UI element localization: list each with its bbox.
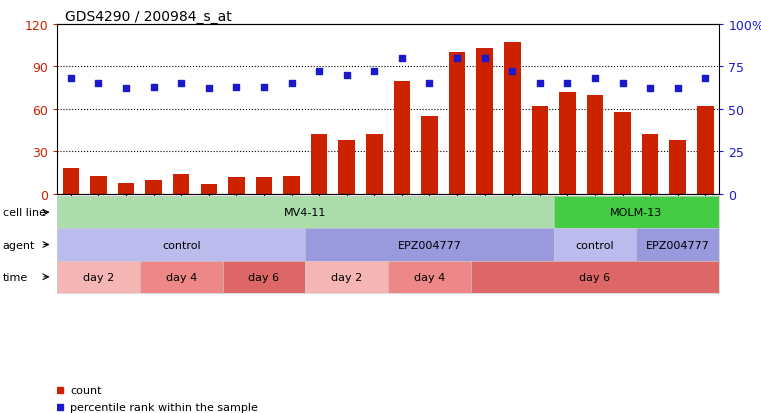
Text: day 2: day 2 [83,272,114,282]
Text: day 6: day 6 [579,272,610,282]
Text: EPZ004777: EPZ004777 [646,240,710,250]
Point [672,86,684,93]
Bar [283,176,300,195]
Point [533,81,546,88]
Bar [531,107,548,195]
Text: MV4-11: MV4-11 [284,208,326,218]
Text: day 6: day 6 [248,272,279,282]
Bar [504,43,521,195]
Bar [366,135,383,195]
Point [148,84,160,91]
Point [589,76,601,83]
Point [341,72,353,79]
Bar [173,175,189,195]
Bar [200,185,217,195]
Bar [62,169,79,195]
Point [175,81,187,88]
Text: EPZ004777: EPZ004777 [397,240,461,250]
Text: day 4: day 4 [166,272,197,282]
Point [231,84,243,91]
Point [423,81,435,88]
Bar [642,135,658,195]
Bar [228,178,244,195]
Point [65,76,77,83]
Bar [256,178,272,195]
Text: day 4: day 4 [414,272,445,282]
Point [699,76,712,83]
Point [451,55,463,62]
Point [616,81,629,88]
Bar [587,95,603,195]
Bar [449,53,465,195]
Bar [118,183,134,195]
Point [92,81,104,88]
Point [202,86,215,93]
Bar [559,93,575,195]
Text: MOLM-13: MOLM-13 [610,208,663,218]
Bar [339,141,355,195]
Bar [421,117,438,195]
Text: control: control [575,240,614,250]
Point [479,55,491,62]
Text: count: count [70,385,102,395]
Bar [476,49,493,195]
Text: time: time [3,272,28,282]
Point [396,55,408,62]
Point [258,84,270,91]
Bar [90,176,107,195]
Bar [697,107,714,195]
Bar [310,135,327,195]
Point [506,69,518,76]
Point [644,86,656,93]
Bar [145,180,162,195]
Point [285,81,298,88]
Bar [614,112,631,195]
Point [368,69,380,76]
Text: percentile rank within the sample: percentile rank within the sample [70,402,258,412]
Point [313,69,325,76]
Text: GDS4290 / 200984_s_at: GDS4290 / 200984_s_at [65,10,231,24]
Text: cell line: cell line [3,208,46,218]
Point [562,81,574,88]
Bar [393,81,410,195]
Point [120,86,132,93]
Text: agent: agent [3,240,35,250]
Bar [670,141,686,195]
Text: control: control [162,240,201,250]
Text: day 2: day 2 [331,272,362,282]
